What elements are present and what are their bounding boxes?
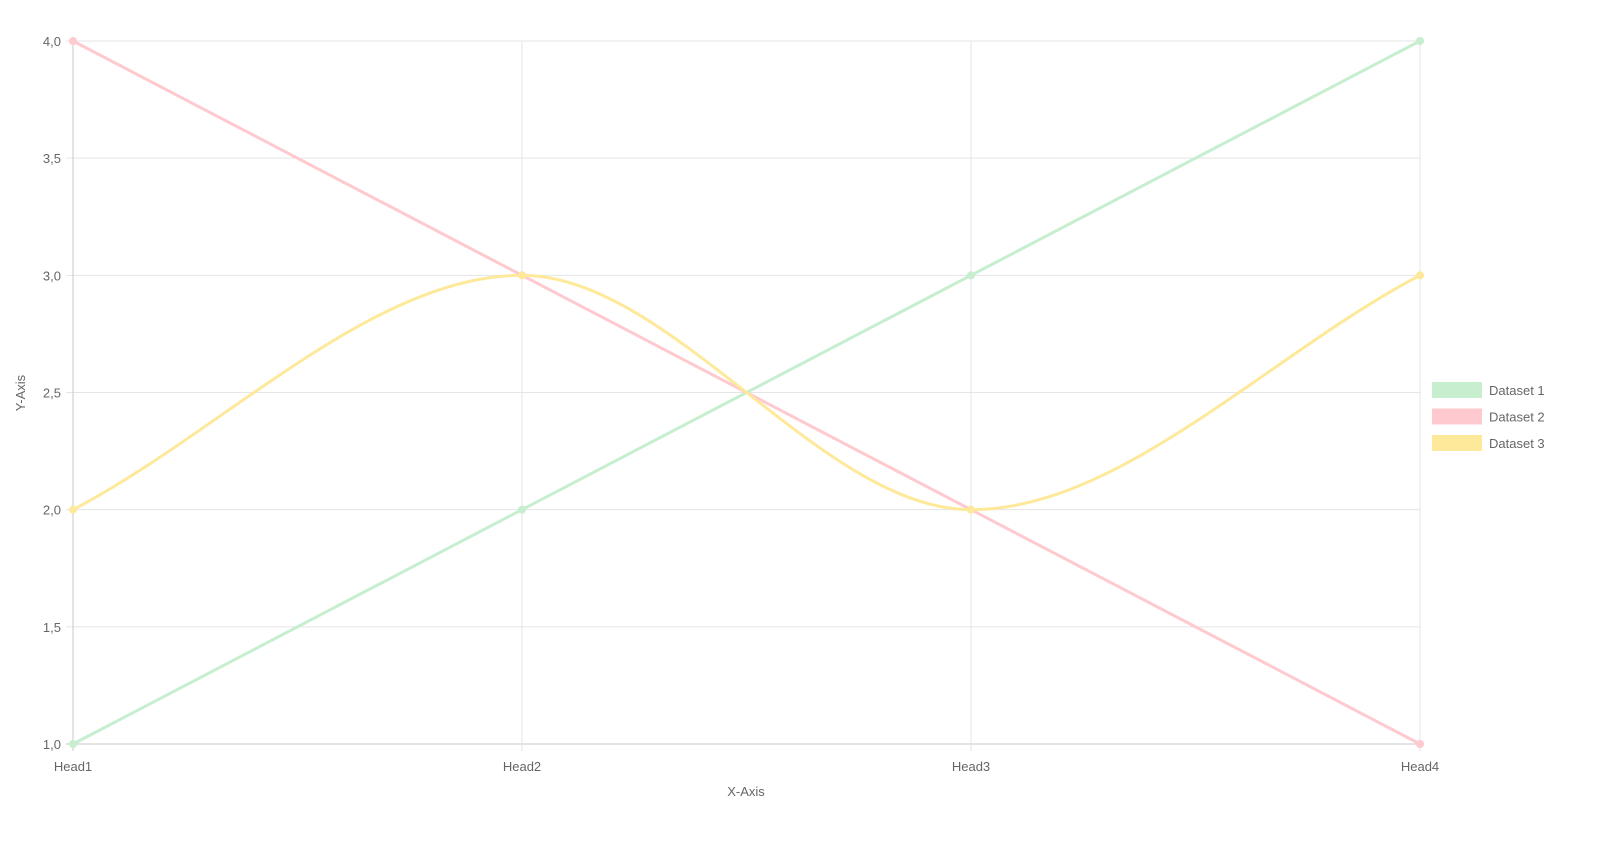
legend-swatch — [1432, 408, 1482, 425]
y-tick-label: 2,5 — [43, 386, 61, 401]
x-tick-label: Head1 — [54, 759, 92, 774]
y-tick-label: 3,0 — [43, 268, 61, 283]
data-point — [967, 505, 975, 514]
data-point — [518, 271, 526, 280]
y-tick-label: 2,0 — [43, 503, 61, 518]
axes: 1,0 1,5 2,0 2,5 3,0 3,5 4,0 Head1 Head2 Head3 Head… — [43, 34, 1439, 774]
data-point — [1416, 271, 1424, 280]
y-tick-label: 1,0 — [43, 737, 61, 752]
legend-label: Dataset 3 — [1489, 436, 1545, 451]
grid — [66, 40, 1421, 751]
y-tick-label: 4,0 — [43, 34, 61, 49]
x-tick-label: Head3 — [952, 759, 990, 774]
y-tick-label: 1,5 — [43, 620, 61, 635]
series-group — [69, 37, 1424, 748]
legend[interactable]: Dataset 1 Dataset 2 Dataset 3 — [1432, 382, 1545, 451]
y-tick-label: 3,5 — [43, 151, 61, 166]
y-axis-title: Y-Axis — [13, 374, 28, 411]
data-point — [518, 505, 526, 514]
x-axis-title: X-Axis — [727, 784, 765, 799]
data-point — [1416, 37, 1424, 45]
data-point — [69, 505, 77, 514]
data-point — [967, 271, 975, 280]
data-point — [69, 37, 77, 45]
x-tick-label: Head4 — [1401, 759, 1439, 774]
legend-label: Dataset 1 — [1489, 383, 1545, 398]
x-tick-label: Head2 — [503, 759, 541, 774]
data-point — [69, 740, 77, 748]
data-point — [1416, 740, 1424, 748]
legend-label: Dataset 2 — [1489, 410, 1545, 425]
legend-swatch — [1432, 435, 1482, 451]
legend-swatch — [1432, 382, 1482, 398]
series-line-3 — [72, 273, 1421, 512]
